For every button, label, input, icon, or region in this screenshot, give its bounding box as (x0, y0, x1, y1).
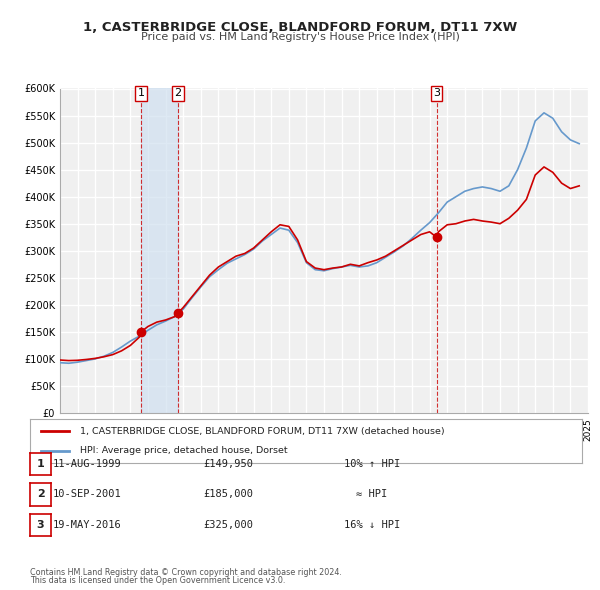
Text: Price paid vs. HM Land Registry's House Price Index (HPI): Price paid vs. HM Land Registry's House … (140, 32, 460, 42)
Text: 16% ↓ HPI: 16% ↓ HPI (344, 520, 400, 530)
Text: 10-SEP-2001: 10-SEP-2001 (53, 490, 121, 499)
Text: ≈ HPI: ≈ HPI (356, 490, 388, 499)
Text: £185,000: £185,000 (203, 490, 253, 499)
Text: 19-MAY-2016: 19-MAY-2016 (53, 520, 121, 530)
Text: 2: 2 (175, 88, 181, 99)
Text: This data is licensed under the Open Government Licence v3.0.: This data is licensed under the Open Gov… (30, 576, 286, 585)
Text: £325,000: £325,000 (203, 520, 253, 530)
Text: Contains HM Land Registry data © Crown copyright and database right 2024.: Contains HM Land Registry data © Crown c… (30, 568, 342, 577)
Bar (141, 88, 178, 413)
Text: 10% ↑ HPI: 10% ↑ HPI (344, 459, 400, 468)
Text: 1, CASTERBRIDGE CLOSE, BLANDFORD FORUM, DT11 7XW: 1, CASTERBRIDGE CLOSE, BLANDFORD FORUM, … (83, 21, 517, 34)
Text: 1: 1 (137, 88, 145, 99)
Text: 11-AUG-1999: 11-AUG-1999 (53, 459, 121, 468)
Text: 2: 2 (37, 490, 44, 499)
Text: 1: 1 (37, 459, 44, 468)
Text: 3: 3 (37, 520, 44, 530)
Text: 1, CASTERBRIDGE CLOSE, BLANDFORD FORUM, DT11 7XW (detached house): 1, CASTERBRIDGE CLOSE, BLANDFORD FORUM, … (80, 427, 445, 436)
Text: £149,950: £149,950 (203, 459, 253, 468)
Text: 3: 3 (433, 88, 440, 99)
Text: HPI: Average price, detached house, Dorset: HPI: Average price, detached house, Dors… (80, 446, 287, 455)
